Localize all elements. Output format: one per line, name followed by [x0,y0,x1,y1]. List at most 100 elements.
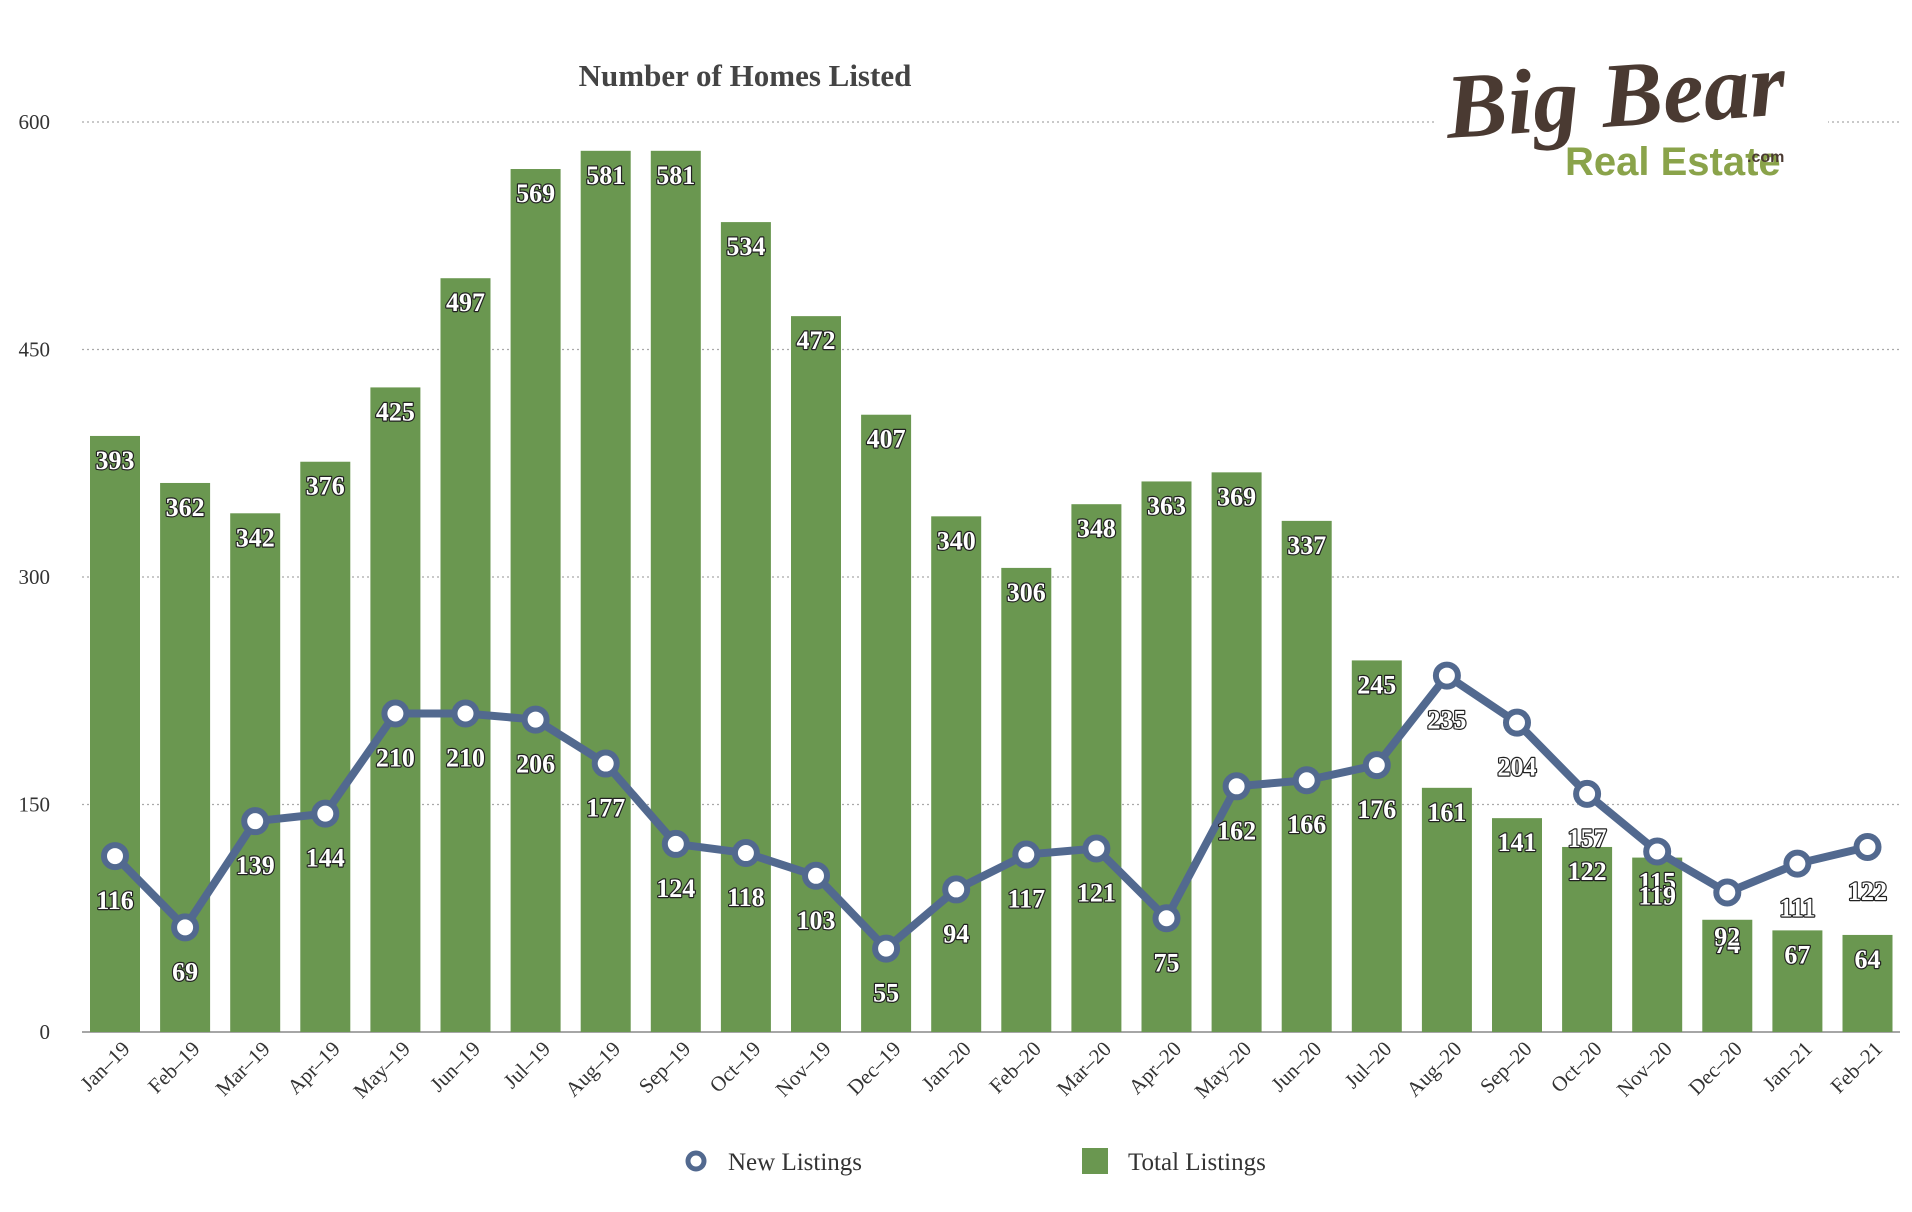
point-value-label-Jan-20: 94 [943,919,969,948]
bar-Feb-19 [160,482,211,1032]
point-Oct-19 [731,839,760,868]
point-value-label-Dec-20: 92 [1714,922,1740,951]
point-value-label-Oct-20: 157 [1568,824,1607,853]
y-tick-label-300: 300 [19,565,51,589]
x-tick-label-Jan-21: Jan–21 [1758,1037,1817,1096]
point-value-label-Dec-19: 55 [873,979,899,1008]
bar-value-label-Feb-19: 362 [166,493,205,522]
x-tick-label-Oct-20: Oct–20 [1546,1037,1607,1098]
x-tick-label-Apr-20: Apr–20 [1124,1037,1186,1099]
point-Feb-19 [171,913,200,942]
point-May-19 [381,699,410,728]
x-tick-label-Apr-19: Apr–19 [282,1037,344,1099]
logo-sub-text: Real Estate [1565,140,1781,184]
point-value-label-Feb-21: 122 [1848,877,1887,906]
x-tick-label-May-19: May–19 [348,1037,414,1103]
bar-value-label-Sep-19: 581 [656,161,695,190]
x-tick-label-Mar-19: Mar–19 [211,1037,275,1101]
point-Sep-19 [661,829,690,858]
bar-Nov-20 [1632,857,1683,1032]
bar-value-label-Oct-19: 534 [726,232,765,261]
x-tick-label-Sep-19: Sep–19 [634,1037,696,1099]
point-Apr-19 [311,799,340,828]
bar-value-label-Apr-19: 376 [306,472,345,501]
point-Jun-20 [1292,766,1321,795]
logo-com-text: .com [1747,149,1784,166]
point-Apr-20 [1152,904,1181,933]
x-tick-label-Jan-20: Jan–20 [917,1037,976,1096]
point-Aug-20 [1432,661,1461,690]
x-tick-label-Sep-20: Sep–20 [1475,1037,1537,1099]
x-tick-label-Dec-20: Dec–20 [1684,1037,1747,1100]
brand-logo: Big Bear Real Estate .com [1436,32,1828,190]
gridlines [82,121,1900,1033]
bar-Mar-20 [1071,504,1122,1032]
bar-Sep-19 [650,150,701,1033]
x-tick-label-Jul-20: Jul–20 [1340,1037,1397,1094]
chart-title: Number of Homes Listed [579,58,912,93]
bar-Apr-19 [300,461,351,1032]
bar-value-label-May-19: 425 [376,397,415,426]
bar-Aug-20 [1421,787,1472,1032]
point-Feb-20 [1012,840,1041,869]
data-labels: 393 362 342 376 425 497 569 581 581 534 472 407 340 3… [94,160,1888,1009]
point-value-label-Mar-20: 121 [1077,878,1116,907]
x-tick-label-Feb-20: Feb–20 [984,1037,1046,1099]
bar-value-label-Mar-19: 342 [236,523,275,552]
point-value-label-Sep-20: 204 [1498,753,1537,782]
x-tick-label-Oct-19: Oct–19 [705,1037,766,1098]
x-tick-label-Jun-19: Jun–19 [425,1037,485,1097]
point-Dec-19 [872,934,901,963]
bar-value-label-Jun-19: 497 [446,288,485,317]
point-value-label-May-19: 210 [376,744,415,773]
bar-value-label-Apr-20: 363 [1147,491,1186,520]
bar-value-label-Dec-20: 74 [1714,930,1740,959]
legend: New Listings Total Listings [685,1148,1266,1176]
point-May-20 [1222,772,1251,801]
bar-Jul-19 [510,169,561,1032]
bar-value-label-Feb-21: 64 [1855,945,1881,974]
point-value-label-Sep-19: 124 [656,874,695,903]
point-Dec-20 [1713,878,1742,907]
point-Jan-21 [1783,849,1812,878]
bar-Jul-20 [1351,660,1402,1032]
point-Mar-19 [241,807,270,836]
bar-Jan-19 [90,435,140,1032]
point-Jun-19 [451,699,480,728]
bar-Oct-20 [1562,846,1613,1032]
x-tick-label-Jul-19: Jul–19 [499,1037,556,1094]
point-value-label-Nov-19: 103 [797,906,836,935]
bar-Dec-20 [1702,919,1753,1032]
x-tick-label-Dec-19: Dec–19 [842,1037,905,1100]
bar-value-label-Jan-20: 340 [937,526,976,555]
bar-value-label-Oct-20: 122 [1568,857,1607,886]
bar-Feb-20 [1001,567,1052,1032]
y-axis: 0 150 300 450 600 [19,110,51,1044]
x-tick-label-Jun-20: Jun–20 [1266,1037,1326,1097]
point-Jan-20 [942,875,971,904]
bar-value-label-Sep-20: 141 [1498,828,1537,857]
point-value-label-Jul-19: 206 [516,750,555,779]
bar-value-label-Aug-19: 581 [586,161,625,190]
bar-May-20 [1211,472,1262,1033]
bar-value-label-Mar-20: 348 [1077,514,1116,543]
point-value-label-Jan-21: 111 [1779,894,1815,923]
point-value-label-Apr-19: 144 [306,844,345,873]
point-value-label-Apr-20: 75 [1154,948,1180,977]
point-value-label-Feb-20: 117 [1008,885,1046,914]
x-tick-label-Mar-20: Mar–20 [1052,1037,1116,1101]
logo-script-text: Big Bear [1441,32,1789,158]
point-value-label-Nov-20: 119 [1638,882,1676,911]
bar-Feb-21 [1842,934,1893,1032]
point-Jan-19 [101,842,129,871]
y-tick-label-150: 150 [19,793,51,817]
point-Mar-20 [1082,834,1111,863]
point-Oct-20 [1573,779,1602,808]
bar-Oct-19 [720,222,771,1033]
bar-value-label-Dec-19: 407 [867,425,906,454]
x-tick-label-Aug-20: Aug–20 [1402,1037,1467,1102]
bar-value-label-Jul-20: 245 [1357,670,1396,699]
x-tick-label-Feb-21: Feb–21 [1826,1037,1888,1099]
point-Feb-21 [1853,832,1882,861]
